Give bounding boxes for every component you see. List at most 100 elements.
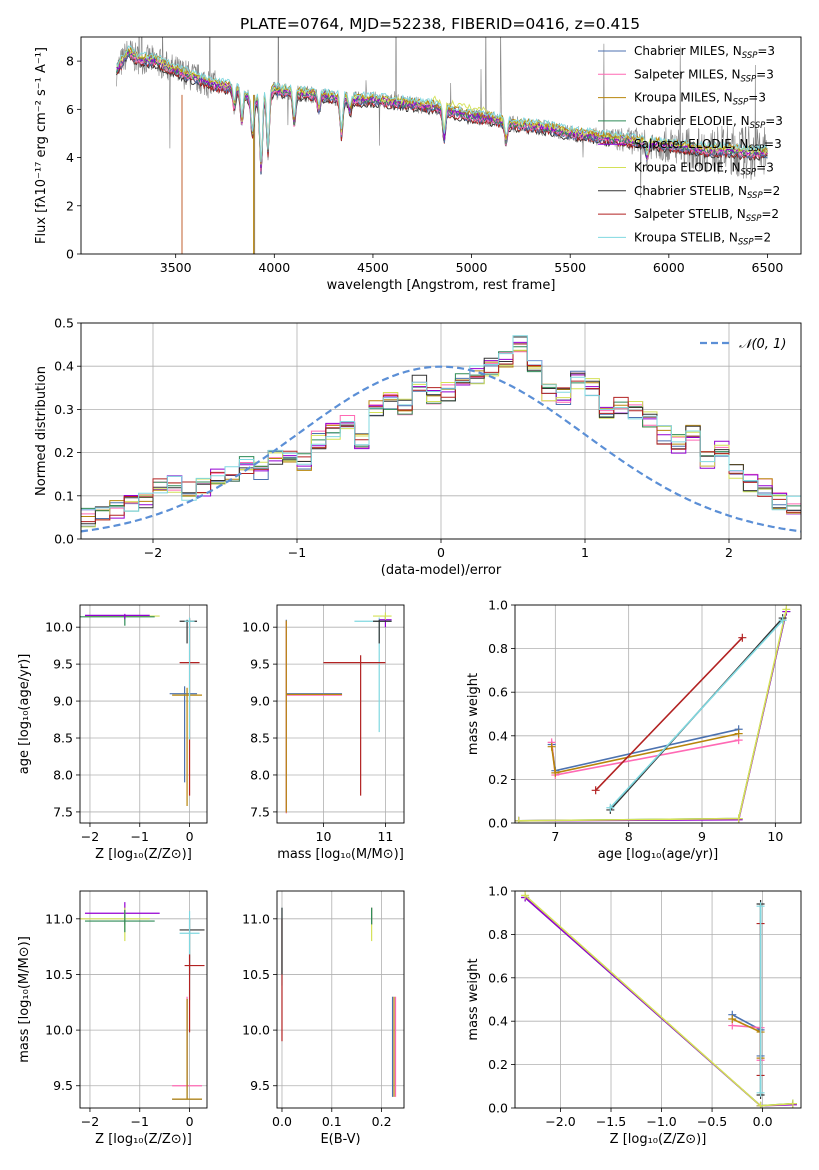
x-tick-label: 7 xyxy=(551,829,559,844)
residual-histogram-kroupa_stelib xyxy=(81,335,801,512)
x-tick-label: 0 xyxy=(186,1114,194,1129)
series-kroupa_elodie xyxy=(521,891,797,1108)
x-tick-label: 5000 xyxy=(456,260,488,275)
weight-marker xyxy=(606,803,615,812)
legend-entry: Salpeter MILES, NSSP=3 xyxy=(634,67,774,84)
x-tick-label: 11 xyxy=(377,829,393,844)
series-salpeter_elodie xyxy=(515,607,791,823)
plot-area xyxy=(116,37,768,254)
series-chabrier_miles xyxy=(547,725,743,775)
y-tick-label: 2 xyxy=(66,198,74,213)
plot-area xyxy=(80,902,205,1100)
weight-line xyxy=(524,896,793,1107)
axes-frame xyxy=(276,890,405,1109)
y-tick-label: 4 xyxy=(66,150,74,165)
x-tick-label: 0.1 xyxy=(322,1114,342,1129)
y-tick-label: 10.0 xyxy=(45,620,73,635)
point-salpeter_stelib xyxy=(184,954,205,1033)
weight-line xyxy=(609,619,784,809)
residual-histogram-salpeter_stelib xyxy=(81,343,801,523)
figure-title: PLATE=0764, MJD=52238, FIBERID=0416, z=0… xyxy=(240,15,640,33)
y-tick-label: 8.5 xyxy=(53,731,73,746)
legend: Chabrier MILES, NSSP=3 Salpeter MILES, NS… xyxy=(598,44,783,247)
x-tick-label: 6500 xyxy=(752,260,784,275)
point-chabrier_miles xyxy=(285,619,343,812)
y-tick-label: 0.0 xyxy=(488,816,508,831)
series-kroupa_stelib xyxy=(756,902,765,1097)
y-tick-label: 8.0 xyxy=(250,767,270,782)
plot-area xyxy=(285,612,392,814)
x-tick-label: 1 xyxy=(581,545,589,560)
panel-mass-vs-Z: −2 −1 0 9.5 10.0 10.5 11.0 Z [log₁₀(Z/Z⊙)] mass … xyxy=(17,890,208,1147)
weight-marker xyxy=(782,605,791,614)
y-tick-label: 7.5 xyxy=(53,804,73,819)
y-tick-label: 0.1 xyxy=(54,488,74,503)
y-tick-label: 0.2 xyxy=(488,1057,508,1072)
y-axis-label: Flux [fλ10⁻¹⁷ erg cm⁻² s⁻¹ A⁻¹] xyxy=(34,47,49,244)
legend-entry: Kroupa STELIB, NSSP=2 xyxy=(634,230,771,247)
weight-marker xyxy=(756,1088,765,1097)
panel-age-vs-mass: 10 11 7.5 8.0 8.5 9.0 9.5 10.0 mass [log₁₀(M/M⊙)… xyxy=(242,604,405,862)
y-tick-label: 0.2 xyxy=(54,445,74,460)
weight-marker xyxy=(778,616,787,625)
y-tick-label: 0.3 xyxy=(54,402,74,417)
point-salpeter_elodie xyxy=(84,613,150,620)
y-tick-label: 9.5 xyxy=(53,1078,73,1093)
point-kroupa_miles xyxy=(172,687,203,807)
legend-entry: Kroupa ELODIE, NSSP=3 xyxy=(634,161,774,178)
series-salpeter_elodie xyxy=(521,893,797,1108)
axes-frame xyxy=(514,890,802,1109)
x-tick-label: −1.5 xyxy=(596,1114,626,1129)
y-tick-label: 6 xyxy=(66,102,74,117)
legend: 𝒩(0, 1) xyxy=(700,337,786,352)
point-chabrier_elodie xyxy=(84,909,155,933)
x-axis-label: E(B-V) xyxy=(320,1132,360,1147)
weight-marker xyxy=(788,1099,797,1108)
point-kroupa_stelib xyxy=(354,617,392,733)
weight-marker xyxy=(547,742,556,751)
weight-line xyxy=(524,894,793,1107)
y-tick-label: 9.5 xyxy=(250,657,270,672)
panel-massweight-vs-Z: −2.0 −1.5 −1.0 −0.5 0.0 0.0 0.2 0.4 0.6 0.8 1.0 Z [… xyxy=(466,884,802,1147)
y-axis-label: mass [log₁₀(M/M⊙)] xyxy=(17,936,32,1063)
x-tick-label: −1.0 xyxy=(646,1114,676,1129)
y-tick-label: 8.5 xyxy=(250,731,270,746)
legend-entry: Chabrier ELODIE, NSSP=3 xyxy=(634,114,783,131)
legend-entry: Chabrier STELIB, NSSP=2 xyxy=(634,184,780,201)
x-tick-label: 4000 xyxy=(258,260,290,275)
y-tick-label: 9.5 xyxy=(53,657,73,672)
weight-marker xyxy=(728,1015,737,1024)
panel-mass-vs-EBV: 0.0 0.1 0.2 9.5 10.0 10.5 11.0 E(B-V) xyxy=(242,890,405,1147)
series-kroupa_stelib xyxy=(606,616,787,812)
y-tick-label: 0 xyxy=(66,247,74,262)
x-axis-label: (data-model)/error xyxy=(381,563,502,578)
point-chabrier_stelib xyxy=(179,619,198,644)
y-tick-label: 10.5 xyxy=(45,967,73,982)
y-tick-label: 10.0 xyxy=(45,1023,73,1038)
x-tick-label: 3500 xyxy=(160,260,192,275)
weight-marker xyxy=(734,814,743,823)
weight-marker xyxy=(551,768,560,777)
x-tick-label: −2 xyxy=(81,1114,99,1129)
y-axis-label: mass weight xyxy=(466,673,481,755)
weight-marker xyxy=(756,1101,765,1108)
x-axis-label: mass [log₁₀(M/M⊙)] xyxy=(277,847,404,862)
x-tick-label: 0.0 xyxy=(272,1114,292,1129)
point-chabrier_elodie xyxy=(80,615,155,626)
x-axis-label: Z [log₁₀(Z/Z⊙)] xyxy=(95,1132,192,1147)
x-tick-label: −1 xyxy=(131,1114,149,1129)
x-tick-label: 6000 xyxy=(653,260,685,275)
y-tick-label: 0.6 xyxy=(488,970,508,985)
weight-marker xyxy=(738,633,747,642)
weight-line xyxy=(518,609,788,822)
x-tick-label: 0.2 xyxy=(372,1114,392,1129)
normal-reference-curve xyxy=(81,365,801,533)
series-chabrier_miles xyxy=(728,1010,765,1060)
y-tick-label: 0.0 xyxy=(54,532,74,547)
y-tick-label: 1.0 xyxy=(488,598,508,613)
x-tick-label: 9 xyxy=(698,829,706,844)
axes-frame xyxy=(80,322,802,540)
residual-histogram-chabrier_elodie xyxy=(81,346,801,512)
y-tick-label: 0.6 xyxy=(488,685,508,700)
